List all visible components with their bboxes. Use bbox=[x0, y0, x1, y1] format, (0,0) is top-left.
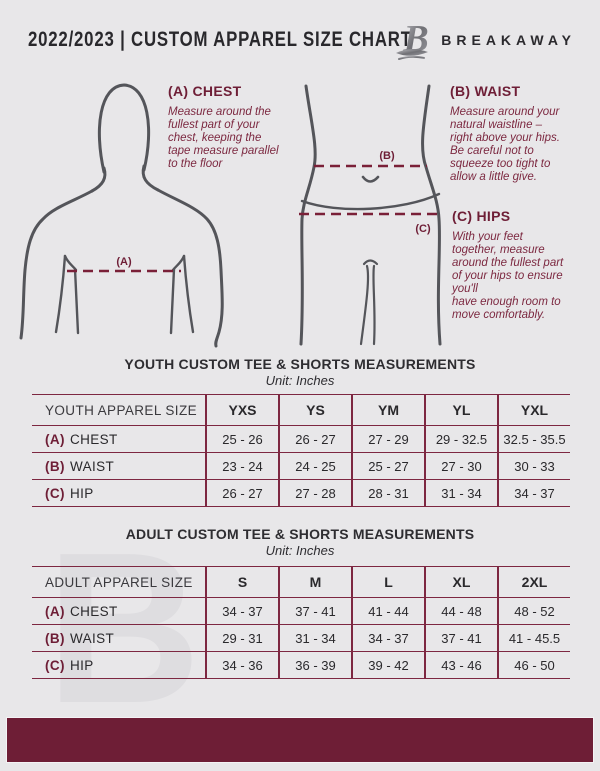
youth-table-corner-header: YOUTH APPAREL SIZE bbox=[32, 395, 205, 426]
table-value: 31 - 34 bbox=[424, 480, 497, 507]
table-value: 24 - 25 bbox=[278, 453, 351, 480]
table-value: 36 - 39 bbox=[278, 652, 351, 679]
footer-accent-bar bbox=[6, 717, 594, 763]
table-value: 34 - 37 bbox=[205, 598, 278, 625]
row-name: CHEST bbox=[69, 431, 118, 447]
adult-row-label: (B) WAIST bbox=[32, 625, 205, 652]
youth-col-header: YXS bbox=[205, 395, 278, 426]
hips-heading: (C) HIPS bbox=[452, 208, 511, 224]
table-value: 26 - 27 bbox=[205, 480, 278, 507]
adult-col-header: 2XL bbox=[497, 567, 570, 598]
row-marker: (A) bbox=[45, 603, 65, 619]
table-value: 41 - 45.5 bbox=[497, 625, 570, 652]
row-marker: (B) bbox=[45, 458, 65, 474]
table-value: 25 - 27 bbox=[351, 453, 424, 480]
youth-col-header: YXL bbox=[497, 395, 570, 426]
table-value: 29 - 31 bbox=[205, 625, 278, 652]
breakaway-b-logo-icon: B bbox=[396, 18, 429, 60]
table-value: 41 - 44 bbox=[351, 598, 424, 625]
table-value: 37 - 41 bbox=[278, 598, 351, 625]
youth-size-table: YOUTH APPAREL SIZE YXS YS YM YL YXL (A) … bbox=[32, 394, 570, 507]
table-value: 27 - 28 bbox=[278, 480, 351, 507]
row-name: HIP bbox=[69, 657, 94, 673]
table-value: 44 - 48 bbox=[424, 598, 497, 625]
youth-row-label: (C) HIP bbox=[32, 480, 205, 507]
table-value: 34 - 37 bbox=[351, 625, 424, 652]
adult-col-header: L bbox=[351, 567, 424, 598]
table-value: 32.5 - 35.5 bbox=[497, 426, 570, 453]
table-value: 25 - 26 bbox=[205, 426, 278, 453]
page-title: 2022/2023 | CUSTOM APPAREL SIZE CHART bbox=[28, 28, 412, 51]
youth-table-title: YOUTH CUSTOM TEE & SHORTS MEASUREMENTS bbox=[124, 356, 476, 372]
youth-row-label: (B) WAIST bbox=[32, 453, 205, 480]
hips-marker-label: (C) bbox=[415, 223, 431, 235]
table-value: 30 - 33 bbox=[497, 453, 570, 480]
adult-col-header: M bbox=[278, 567, 351, 598]
chest-heading: (A) CHEST bbox=[168, 83, 242, 99]
youth-col-header: YM bbox=[351, 395, 424, 426]
chest-marker-label: (A) bbox=[116, 256, 132, 268]
adult-table-corner-header: ADULT APPAREL SIZE bbox=[32, 567, 205, 598]
table-value: 31 - 34 bbox=[278, 625, 351, 652]
table-value: 29 - 32.5 bbox=[424, 426, 497, 453]
row-name: HIP bbox=[69, 485, 94, 501]
waist-heading: (B) WAIST bbox=[450, 83, 521, 99]
youth-row-label: (A) CHEST bbox=[32, 426, 205, 453]
waist-marker-label: (B) bbox=[379, 150, 395, 162]
waist-body-text: Measure around your natural waistline – … bbox=[450, 106, 560, 183]
brand-lockup: B BREAKAWAY bbox=[395, 18, 576, 62]
row-name: WAIST bbox=[69, 630, 115, 646]
youth-table-unit: Unit: Inches bbox=[265, 373, 335, 388]
row-marker: (C) bbox=[45, 485, 65, 501]
table-value: 46 - 50 bbox=[497, 652, 570, 679]
hips-instructions: (C) HIPS With your feet together, measur… bbox=[452, 208, 600, 322]
table-value: 34 - 37 bbox=[497, 480, 570, 507]
table-value: 27 - 29 bbox=[351, 426, 424, 453]
chest-instructions: (A) CHEST Measure around the fullest par… bbox=[168, 83, 313, 171]
table-value: 43 - 46 bbox=[424, 652, 497, 679]
adult-row-label: (A) CHEST bbox=[32, 598, 205, 625]
row-marker: (C) bbox=[45, 657, 65, 673]
adult-table-unit: Unit: Inches bbox=[265, 543, 335, 558]
row-name: CHEST bbox=[69, 603, 118, 619]
background-watermark-letter: B bbox=[46, 507, 202, 748]
row-name: WAIST bbox=[69, 458, 115, 474]
adult-col-header: XL bbox=[424, 567, 497, 598]
adult-table-title: ADULT CUSTOM TEE & SHORTS MEASUREMENTS bbox=[125, 526, 475, 542]
table-value: 23 - 24 bbox=[205, 453, 278, 480]
brand-name: BREAKAWAY bbox=[441, 32, 576, 48]
table-value: 26 - 27 bbox=[278, 426, 351, 453]
row-marker: (B) bbox=[45, 630, 65, 646]
waist-instructions: (B) WAIST Measure around your natural wa… bbox=[450, 83, 600, 184]
table-value: 28 - 31 bbox=[351, 480, 424, 507]
table-value: 39 - 42 bbox=[351, 652, 424, 679]
table-value: 37 - 41 bbox=[424, 625, 497, 652]
waist-hips-figure-diagram: (B) (C) bbox=[299, 84, 442, 346]
adult-size-table: ADULT APPAREL SIZE S M L XL 2XL (A) CHES… bbox=[32, 566, 570, 679]
adult-col-header: S bbox=[205, 567, 278, 598]
youth-col-header: YS bbox=[278, 395, 351, 426]
youth-col-header: YL bbox=[424, 395, 497, 426]
hips-body-text: With your feet together, measure around … bbox=[452, 231, 564, 321]
chest-figure-diagram: (A) bbox=[19, 83, 224, 348]
adult-row-label: (C) HIP bbox=[32, 652, 205, 679]
row-marker: (A) bbox=[45, 431, 65, 447]
table-value: 27 - 30 bbox=[424, 453, 497, 480]
chest-body-text: Measure around the fullest part of your … bbox=[168, 106, 279, 170]
table-value: 48 - 52 bbox=[497, 598, 570, 625]
table-value: 34 - 36 bbox=[205, 652, 278, 679]
